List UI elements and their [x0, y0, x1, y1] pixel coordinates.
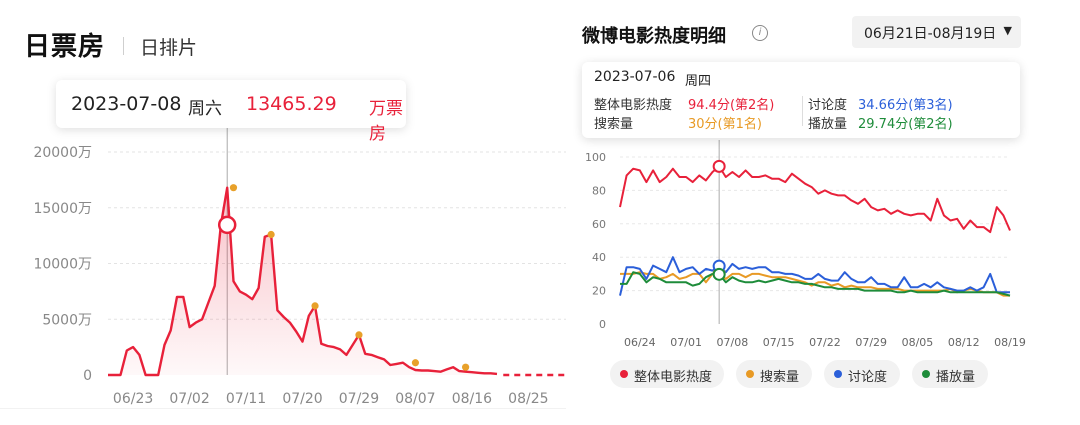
x-tick-label: 07/22	[809, 336, 841, 349]
legend-overall-heat[interactable]: 整体电影热度	[610, 360, 724, 388]
x-tick-label: 07/15	[763, 336, 795, 349]
tooltip-unit: 万票房	[369, 99, 403, 144]
y-tick-label: 0	[83, 368, 92, 384]
legend-label: 整体电影热度	[634, 370, 713, 385]
y-tick-label: 15000万	[33, 201, 92, 217]
box-office-panel: 日票房 日排片 0 5000万 10000万 15000万 20000万 06/23 07…	[0, 0, 575, 425]
overall-heat-label: 整体电影热度	[594, 98, 673, 113]
x-tick-label: 07/11	[226, 391, 266, 407]
y-tick-label: 20000万	[33, 145, 92, 161]
caret-down-icon: ▼	[1003, 24, 1012, 37]
tooltip-date: 2023-07-08	[71, 93, 182, 115]
weibo-heat-panel: 微博电影热度明细 i 06月21日-08月19日 ▼ 0 20 40 60 80 100 …	[566, 0, 1040, 425]
legend-play-volume[interactable]: 播放量	[912, 360, 988, 388]
box-office-line	[108, 186, 498, 377]
date-range-value: 06月21日-08月19日	[864, 26, 997, 42]
x-tick-label: 06/23	[113, 391, 153, 407]
x-tick-label: 08/16	[452, 391, 492, 407]
legend-search-volume[interactable]: 搜索量	[736, 360, 812, 388]
legend-label: 搜索量	[760, 370, 800, 385]
legend-dot	[922, 370, 930, 378]
tooltip-weekday: 周六	[188, 99, 222, 119]
discussion-value: 34.66分(第3名)	[858, 98, 953, 113]
peak-marker[interactable]	[462, 363, 470, 371]
legend-label: 播放量	[936, 370, 976, 385]
heat-tooltip-weekday: 周四	[685, 74, 712, 89]
highlight-point[interactable]	[712, 267, 726, 281]
play-volume-value: 29.74分(第2名)	[858, 117, 953, 132]
legend-dot	[746, 370, 754, 378]
peak-marker[interactable]	[229, 184, 238, 192]
title-separator	[123, 37, 124, 55]
y-tick-label: 5000万	[42, 312, 92, 328]
legend-label: 讨论度	[848, 370, 888, 385]
peak-marker[interactable]	[311, 302, 319, 310]
y-tick-label: 80	[592, 184, 606, 197]
series-line[interactable]	[620, 271, 1011, 297]
y-tick-label: 0	[599, 318, 606, 331]
info-circle-icon[interactable]: i	[752, 25, 768, 41]
legend-dot	[620, 370, 628, 378]
box-office-tooltip: 2023-07-08 周六 13465.29 万票房	[56, 80, 406, 144]
daily-box-office-title[interactable]: 日票房	[24, 32, 106, 62]
x-tick-label: 07/01	[670, 336, 702, 349]
x-tick-label: 06/24	[624, 336, 656, 349]
weibo-heat-chart[interactable]: 0 20 40 60 80 100 06/24 07/01 07/08 07/15 07/22 07…	[566, 0, 1040, 425]
x-tick-label: 08/12	[948, 336, 980, 349]
date-range-select[interactable]: 06月21日-08月19日 ▼	[852, 16, 1021, 48]
heat-tooltip: 2023-07-06 周四 整体电影热度 94.4分(第2名) 讨论度 34.6…	[582, 62, 1020, 138]
peak-marker[interactable]	[411, 359, 420, 367]
x-tick-label: 08/07	[395, 391, 435, 407]
daily-screening-tab[interactable]: 日排片	[140, 37, 198, 59]
y-tick-label: 20	[592, 285, 606, 298]
y-tick-label: 60	[592, 218, 606, 231]
legend-dot	[834, 370, 842, 378]
heat-tooltip-date: 2023-07-06	[594, 69, 676, 85]
tooltip-divider	[802, 96, 803, 126]
weibo-heat-title: 微博电影热度明细	[582, 26, 726, 47]
box-office-chart[interactable]: 0 5000万 10000万 15000万 20000万 06/23 07/02 07/11…	[0, 0, 575, 425]
peak-marker[interactable]	[267, 230, 275, 239]
x-tick-label: 07/29	[339, 391, 379, 407]
x-tick-label: 07/29	[855, 336, 887, 349]
x-tick-label: 08/19	[994, 336, 1026, 349]
highlight-point[interactable]	[217, 215, 237, 235]
highlight-point[interactable]	[712, 159, 726, 173]
legend-discussion[interactable]: 讨论度	[824, 360, 900, 388]
y-tick-label: 100	[585, 151, 606, 164]
search-volume-value: 30分(第1名)	[688, 117, 762, 132]
y-tick-label: 40	[592, 251, 606, 264]
series-line[interactable]	[619, 165, 1011, 234]
tooltip-value: 13465.29	[246, 93, 337, 115]
x-tick-label: 08/25	[508, 391, 548, 407]
peak-marker[interactable]	[355, 331, 363, 339]
overall-heat-value: 94.4分(第2名)	[688, 98, 775, 113]
discussion-label: 讨论度	[808, 98, 848, 113]
box-office-area	[108, 187, 497, 375]
x-tick-label: 07/02	[169, 391, 209, 407]
series-line[interactable]	[619, 256, 1010, 296]
x-tick-label: 07/20	[282, 391, 322, 407]
play-volume-label: 播放量	[808, 117, 848, 132]
y-tick-label: 10000万	[33, 257, 92, 273]
search-volume-label: 搜索量	[594, 117, 634, 132]
left-bottom-divider	[0, 408, 566, 409]
x-tick-label: 07/08	[717, 336, 749, 349]
x-tick-label: 08/05	[902, 336, 934, 349]
